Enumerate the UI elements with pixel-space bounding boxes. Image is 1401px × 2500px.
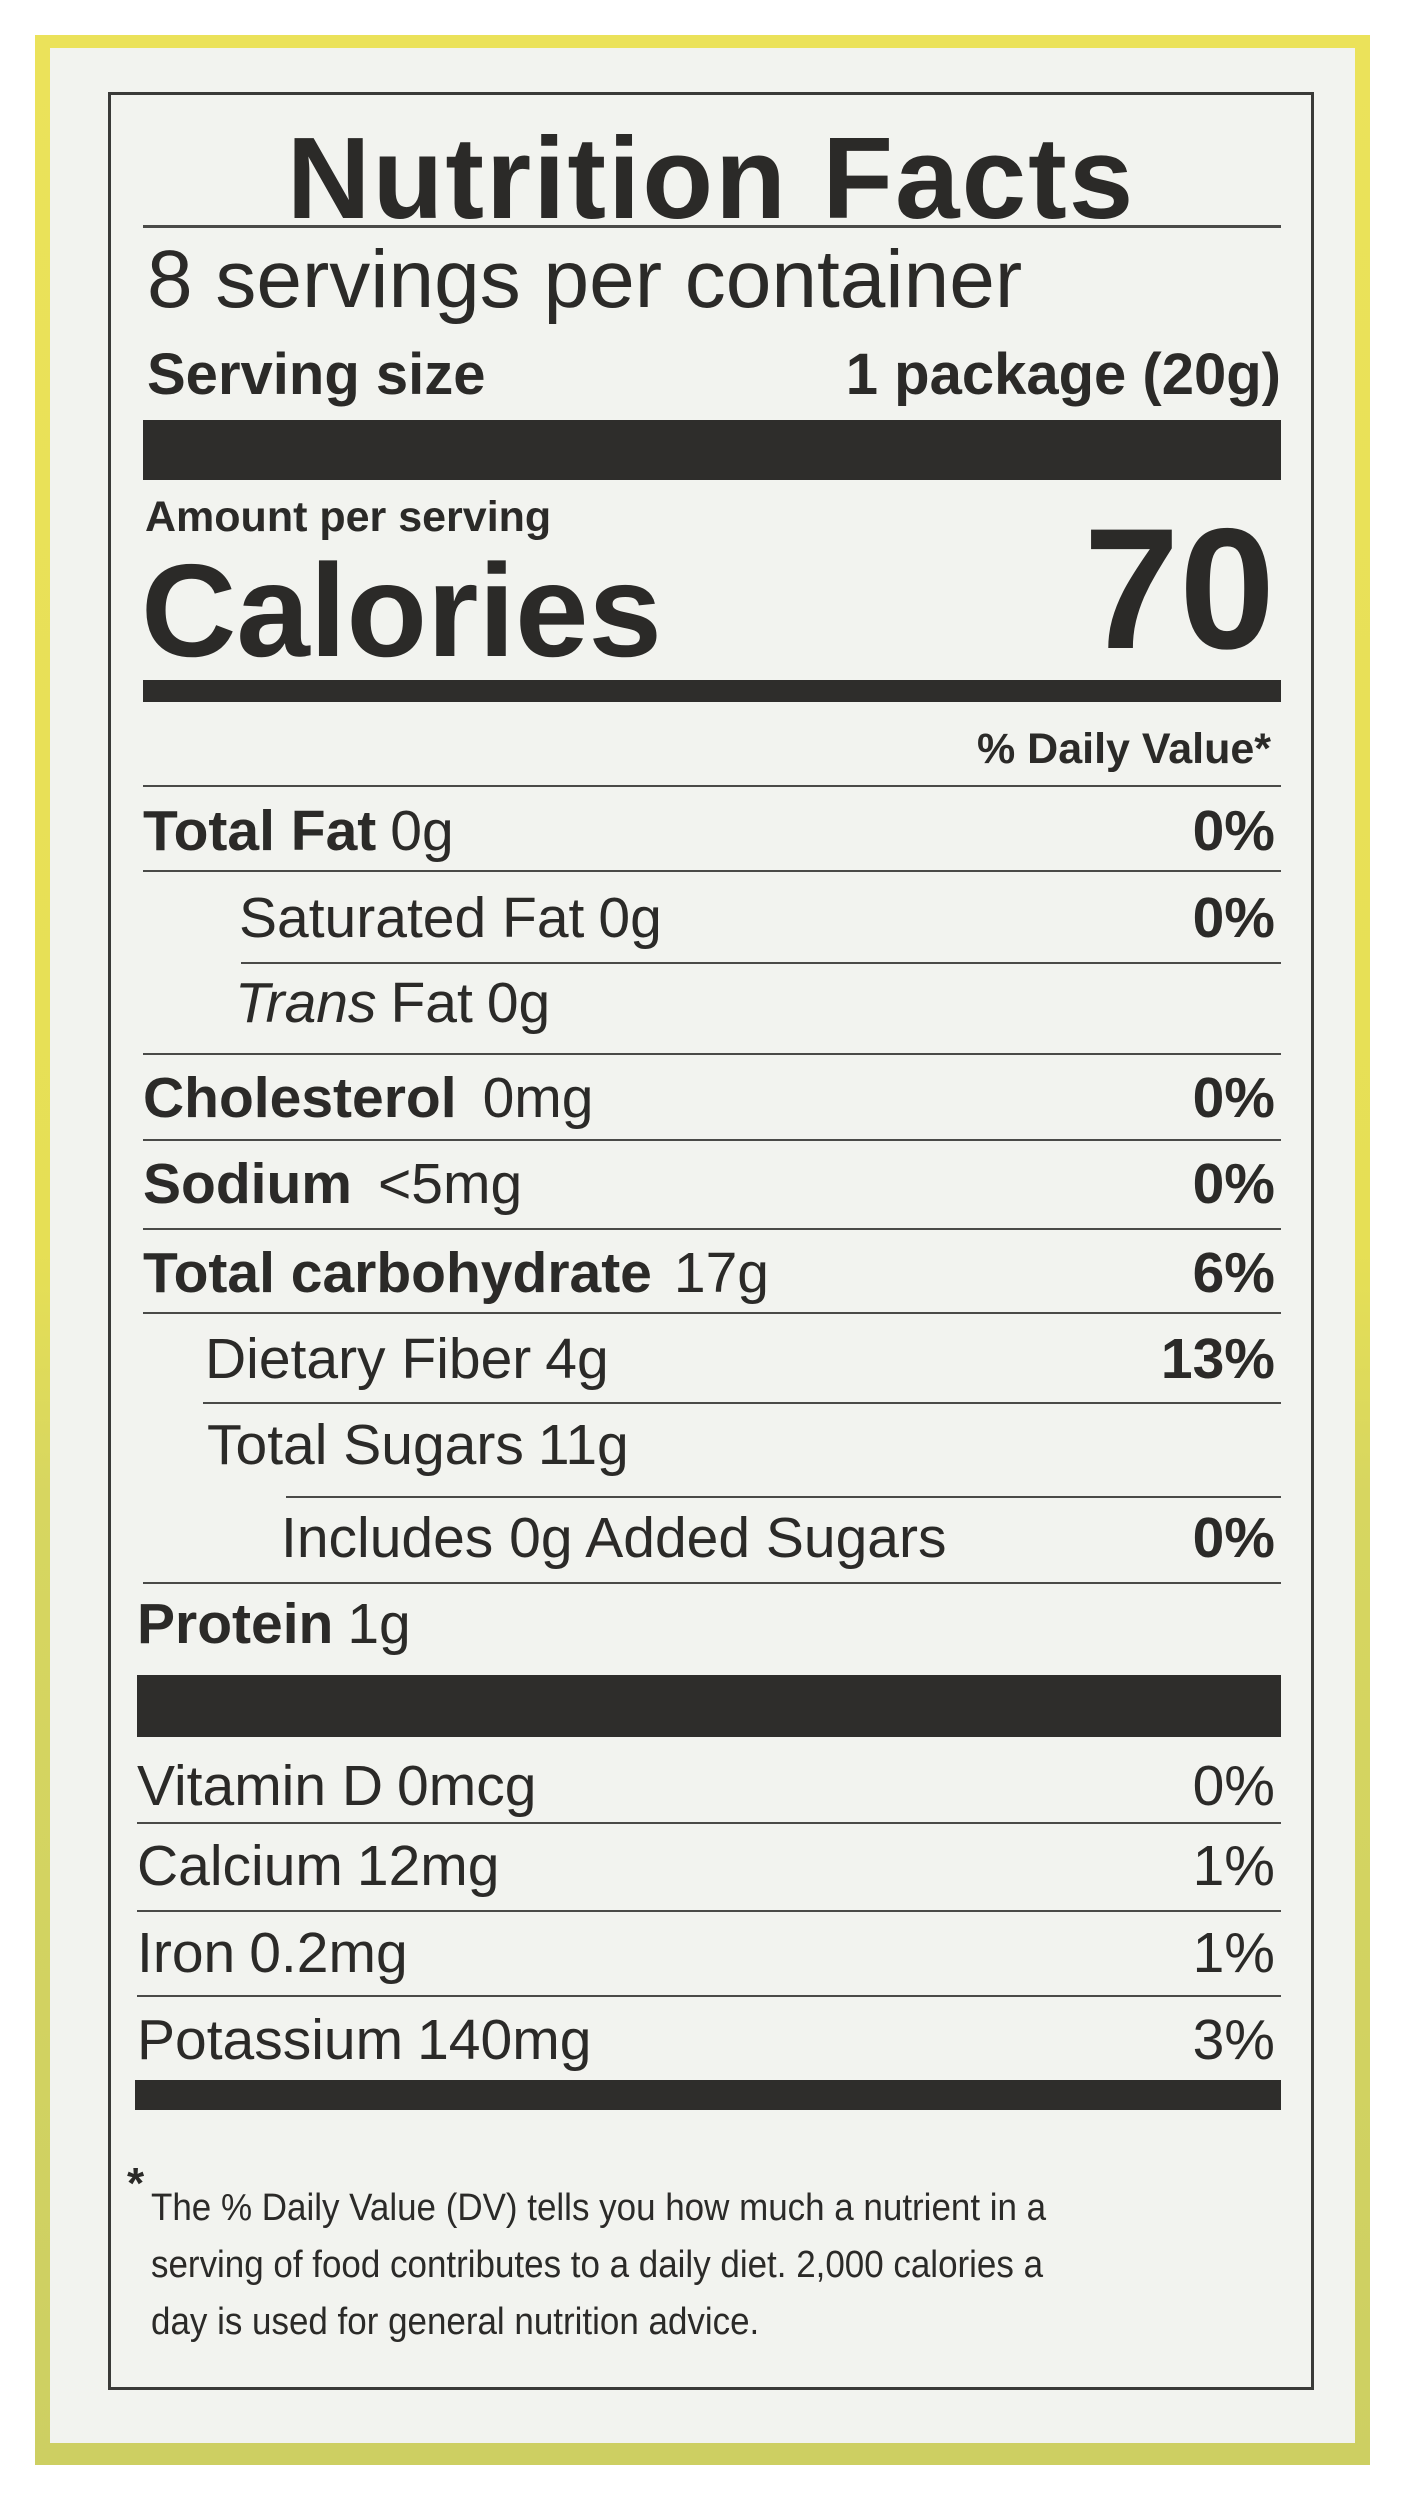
nutrient-row-total-carbohydrate: Total carbohydrate 17g 6% [143,1241,1275,1305]
nutrient-amount: 11g [537,1413,629,1477]
divider [143,1228,1281,1230]
nutrient-dv: 6% [1192,1241,1275,1305]
divider [137,1995,1281,1997]
vitamin-name: Potassium [137,2008,404,2072]
nutrient-row-added-sugars: Includes 0g Added Sugars 0% [143,1506,1275,1570]
vitamin-dv: 1% [1192,1921,1275,1985]
vitamin-dv: 1% [1192,1834,1275,1898]
footnote-line: serving of food contributes to a daily d… [151,2244,1044,2286]
calories-label: Calories [141,537,662,684]
vitamin-row-iron: Iron 0.2mg 1% [137,1921,1275,1985]
vitamin-name: Vitamin D [137,1754,384,1818]
nutrient-dv: 0% [1192,886,1275,950]
nutrient-amount: 17g [673,1241,769,1305]
thick-divider [143,420,1281,480]
medium-divider [143,680,1281,702]
vitamin-dv: 0% [1192,1754,1275,1818]
serving-size-value: 1 package (20g) [845,342,1281,407]
footnote-line: day is used for general nutrition advice… [151,2301,760,2343]
servings-per-container: 8 servings per container [147,234,1023,325]
divider [143,1312,1281,1314]
nutrient-name: Fat [390,971,473,1035]
nutrient-row-saturated-fat: Saturated Fat 0g 0% [143,886,1275,950]
nutrient-amount: 4g [545,1327,609,1391]
nutrient-row-protein: Protein 1g [137,1592,1275,1656]
nutrient-row-dietary-fiber: Dietary Fiber 4g 13% [143,1327,1275,1391]
vitamin-amount: 140mg [417,2008,592,2072]
divider [143,1053,1281,1055]
amount-per-serving: Amount per serving [145,493,552,541]
nutrient-amount: 0g [486,971,551,1035]
footnote-line: The % Daily Value (DV) tells you how muc… [151,2187,1047,2229]
vitamin-name: Calcium [137,1834,343,1898]
nutrient-name: Dietary Fiber [205,1327,532,1391]
vitamin-amount: 0.2mg [249,1921,408,1985]
nutrient-name: Includes 0g Added Sugars [281,1506,947,1570]
thick-divider [137,1675,1281,1737]
nutrient-dv: 0% [1192,1066,1275,1130]
nutrient-name: Protein [137,1592,334,1656]
nutrient-name: Total carbohydrate [143,1241,652,1305]
nutrient-amount: <5mg [378,1152,523,1216]
vitamin-name: Iron [137,1921,236,1985]
nutrient-amount: 0mg [482,1066,594,1130]
divider [143,225,1281,228]
nutrient-amount: 0g [390,799,454,863]
nutrient-dv: 0% [1192,799,1275,863]
nutrient-name-italic: Trans [235,971,377,1035]
nutrient-dv: 13% [1160,1327,1275,1391]
nutrient-name: Total Sugars [207,1413,524,1477]
calories-value: 70 [1083,493,1275,685]
nutrient-name: Cholesterol [143,1066,457,1130]
nutrient-amount: 1g [347,1592,411,1656]
divider [241,962,1281,964]
divider [143,785,1281,787]
daily-value-header: % Daily Value* [977,725,1271,773]
vitamin-row-potassium: Potassium 140mg 3% [137,2008,1275,2072]
title: Nutrition Facts [286,113,1136,243]
serving-size-label: Serving size [147,342,486,407]
vitamin-amount: 0mcg [397,1754,537,1818]
nutrient-row-total-sugars: Total Sugars 11g [143,1413,1275,1477]
nutrient-amount: 0g [598,886,662,950]
nutrient-row-total-fat: Total Fat 0g 0% [143,799,1275,863]
nutrient-name: Saturated Fat [239,886,585,950]
divider [143,1139,1281,1141]
nutrient-dv: 0% [1192,1152,1275,1216]
divider [143,870,1281,872]
divider [143,1582,1281,1584]
vitamin-row-calcium: Calcium 12mg 1% [137,1834,1275,1898]
divider [203,1402,1281,1404]
footnote-asterisk: * [127,2159,145,2208]
nutrient-dv: 0% [1192,1506,1275,1570]
divider [137,1822,1281,1824]
nutrient-name: Sodium [143,1152,352,1216]
nutrient-row-trans-fat: Trans Fat 0g [143,971,1275,1035]
divider [286,1496,1281,1498]
vitamin-row-vitamin-d: Vitamin D 0mcg 0% [137,1754,1275,1818]
vitamin-amount: 12mg [356,1834,500,1898]
nutrient-row-sodium: Sodium <5mg 0% [143,1152,1275,1216]
vitamin-dv: 3% [1192,2008,1275,2072]
nutrient-name: Total Fat [143,799,377,863]
medium-divider [135,2080,1281,2110]
divider [137,1910,1281,1912]
nutrient-row-cholesterol: Cholesterol 0mg 0% [143,1066,1275,1130]
footnote: The % Daily Value (DV) tells you how muc… [151,2180,1181,2351]
nutrition-facts-label: Nutrition Facts 8 servings per container… [108,92,1314,2390]
